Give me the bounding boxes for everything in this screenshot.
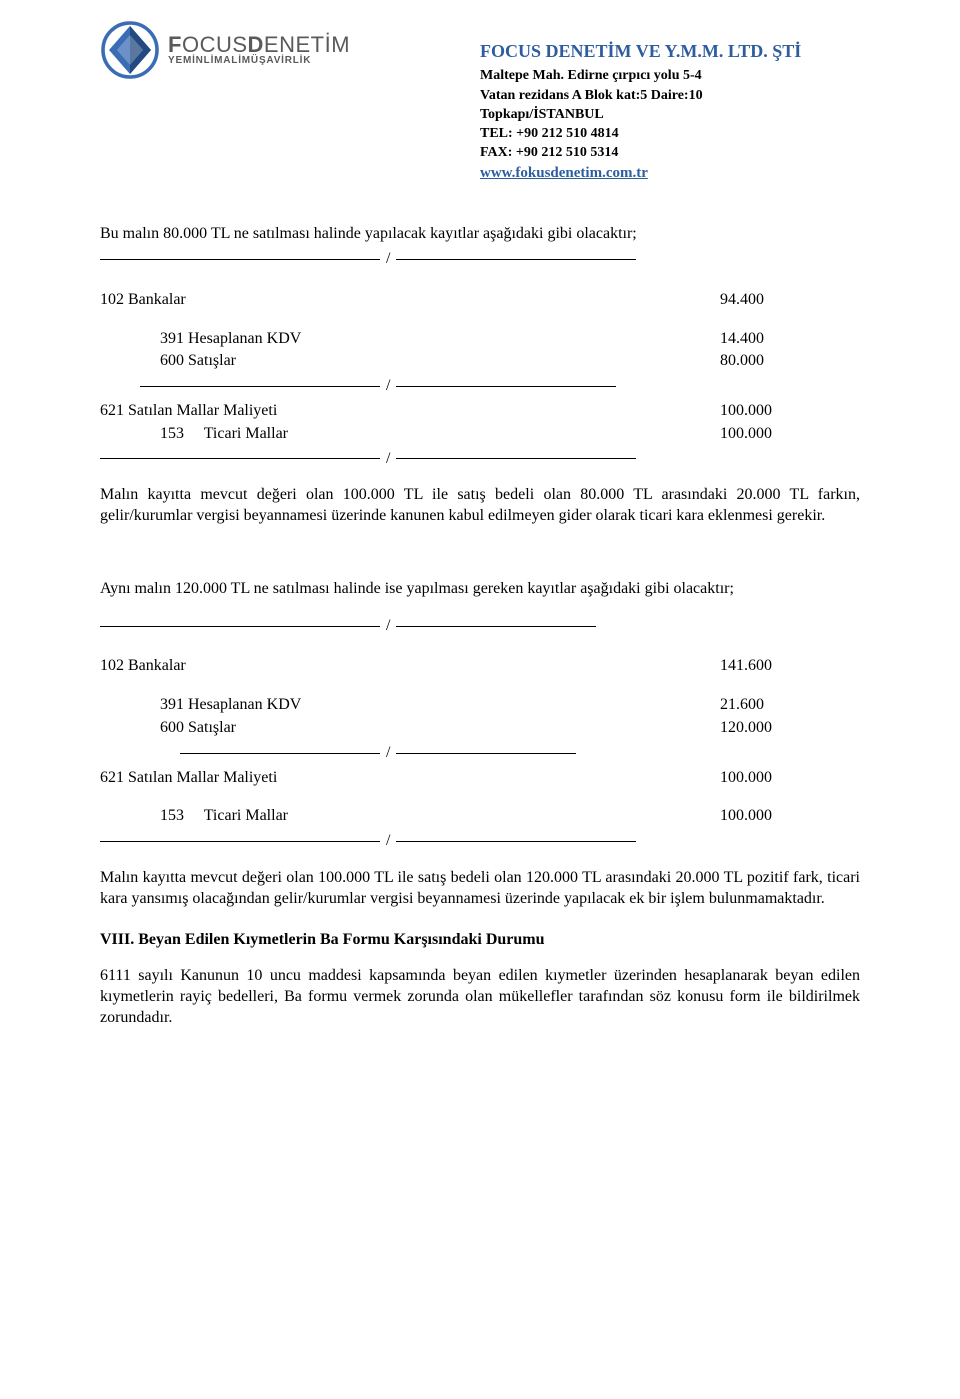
account-label: 621 Satılan Mallar Maliyeti [100,768,720,789]
journal-divider: / [100,249,860,270]
tel-line: TEL: +90 212 510 4814 [480,125,860,143]
logo-icon [100,20,160,80]
section-8-paragraph: 6111 sayılı Kanunun 10 uncu maddesi kaps… [100,966,860,1028]
explanation-paragraph-2: Malın kayıtta mevcut değeri olan 100.000… [100,868,860,910]
account-value: 14.400 [720,329,860,350]
logo-name: FOCUSDENETİM [168,34,350,56]
journal-row: 600 Satışlar 80.000 [100,351,860,372]
account-label: 153 Ticari Mallar [160,806,720,827]
explanation-paragraph: Malın kayıtta mevcut değeri olan 100.000… [100,485,860,527]
journal-divider: / [100,743,860,764]
logo-text: FOCUSDENETİM YEMİNLİMALİMÜŞAVİRLİK [168,34,350,66]
journal-row: 153 Ticari Mallar 100.000 [100,806,860,827]
intro-paragraph-2: Aynı malın 120.000 TL ne satılması halin… [100,579,860,600]
account-value: 100.000 [720,806,860,827]
address-block: FOCUS DENETİM VE Y.M.M. LTD. ŞTİ Maltepe… [480,40,860,184]
account-value: 141.600 [720,656,860,677]
journal-row: 153 Ticari Mallar 100.000 [100,424,860,445]
account-value: 80.000 [720,351,860,372]
address-line: Topkapı/İSTANBUL [480,106,860,124]
journal-row: 391 Hesaplanan KDV 14.400 [100,329,860,350]
logo-block: FOCUSDENETİM YEMİNLİMALİMÜŞAVİRLİK [100,20,350,80]
journal-divider: / [100,831,860,852]
account-label: 600 Satışlar [160,718,720,739]
account-value: 21.600 [720,695,860,716]
account-value: 120.000 [720,718,860,739]
account-label: 153 Ticari Mallar [160,424,720,445]
intro-paragraph: Bu malın 80.000 TL ne satılması halinde … [100,224,860,245]
account-label: 102 Bankalar [100,290,720,311]
account-label: 391 Hesaplanan KDV [160,695,720,716]
section-heading-8: VIII. Beyan Edilen Kıymetlerin Ba Formu … [100,930,860,951]
account-label: 391 Hesaplanan KDV [160,329,720,350]
journal-divider: / [100,616,860,637]
journal-row: 621 Satılan Mallar Maliyeti 100.000 [100,768,860,789]
journal-divider: / [100,376,860,397]
logo-subtitle: YEMİNLİMALİMÜŞAVİRLİK [168,56,350,66]
journal-row: 102 Bankalar 141.600 [100,656,860,677]
account-value: 100.000 [720,401,860,422]
journal-row: 600 Satışlar 120.000 [100,718,860,739]
website-link[interactable]: www.fokusdenetim.com.tr [480,165,648,181]
address-line: Vatan rezidans A Blok kat:5 Daire:10 [480,87,860,105]
journal-row: 102 Bankalar 94.400 [100,290,860,311]
account-label: 600 Satışlar [160,351,720,372]
account-label: 102 Bankalar [100,656,720,677]
journal-divider: / [100,449,860,470]
fax-line: FAX: +90 212 510 5314 [480,144,860,162]
account-label: 621 Satılan Mallar Maliyeti [100,401,720,422]
journal-row: 391 Hesaplanan KDV 21.600 [100,695,860,716]
company-name: FOCUS DENETİM VE Y.M.M. LTD. ŞTİ [480,40,860,63]
account-value: 94.400 [720,290,860,311]
journal-row: 621 Satılan Mallar Maliyeti 100.000 [100,401,860,422]
letterhead: FOCUSDENETİM YEMİNLİMALİMÜŞAVİRLİK FOCUS… [100,20,860,184]
account-value: 100.000 [720,424,860,445]
account-value: 100.000 [720,768,860,789]
address-line: Maltepe Mah. Edirne çırpıcı yolu 5-4 [480,67,860,85]
